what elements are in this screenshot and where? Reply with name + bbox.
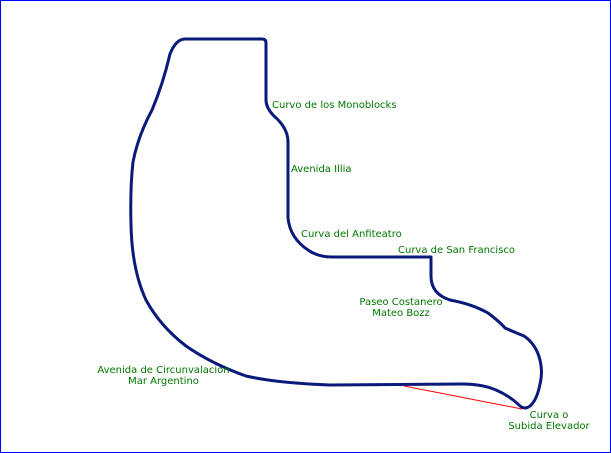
label-curva-anfiteatro: Curva del Anfiteatro [301, 229, 402, 240]
label-text: Curva del Anfiteatro [301, 229, 402, 240]
track-outline [129, 37, 543, 410]
label-text: Curva o [529, 410, 569, 421]
label-curva-san-francisco: Curva de San Francisco [398, 245, 515, 256]
label-paseo-costanero: Paseo Costanero Mateo Bozz [353, 297, 449, 319]
label-avenida-circunvalacion: Avenida de Circunvalacion Mar Argentino [95, 365, 232, 387]
label-curva-subida-elevador: Curva o Subida Elevador [504, 410, 594, 432]
label-text: Avenida de Circunvalacion [97, 365, 230, 376]
label-text: Avenida Illia [291, 164, 352, 175]
label-curvo-monoblocks: Curvo de los Monoblocks [272, 100, 397, 111]
label-text: Curva de San Francisco [398, 245, 516, 256]
label-text: Subida Elevador [508, 421, 590, 432]
leader-line-curva-subida [403, 385, 523, 410]
label-text: Mateo Bozz [372, 308, 430, 319]
label-text: Mar Argentino [128, 376, 199, 387]
label-text: Paseo Costanero [359, 297, 443, 308]
label-text: Curvo de los Monoblocks [272, 100, 397, 111]
label-avenida-illia: Avenida Illia [291, 164, 352, 175]
